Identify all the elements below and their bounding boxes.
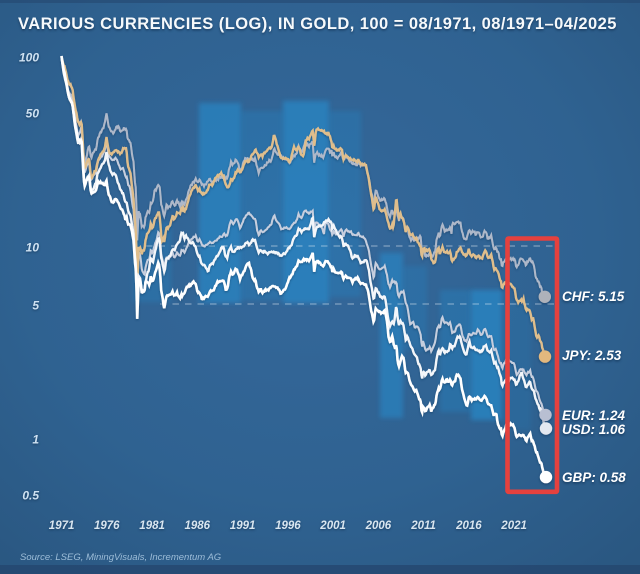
svg-text:EUR: 1.24: EUR: 1.24 [562, 408, 626, 423]
svg-text:1981: 1981 [139, 520, 165, 532]
svg-text:1976: 1976 [94, 520, 120, 532]
svg-text:Source: LSEG, MiningVisuals, I: Source: LSEG, MiningVisuals, Incrementum… [20, 552, 221, 563]
svg-text:0.5: 0.5 [22, 489, 39, 503]
svg-text:1986: 1986 [185, 520, 211, 532]
svg-text:1: 1 [32, 433, 39, 447]
svg-text:100: 100 [19, 51, 39, 65]
svg-text:USD: 1.06: USD: 1.06 [562, 422, 626, 437]
svg-text:GBP: 0.58: GBP: 0.58 [562, 470, 626, 485]
svg-text:50: 50 [26, 107, 40, 121]
svg-text:10: 10 [26, 241, 40, 255]
svg-text:VARIOUS CURRENCIES (LOG), IN G: VARIOUS CURRENCIES (LOG), IN GOLD, 100 =… [18, 15, 617, 33]
svg-text:5: 5 [32, 299, 39, 313]
svg-text:2016: 2016 [455, 520, 482, 532]
svg-text:2021: 2021 [500, 520, 527, 532]
svg-text:2001: 2001 [319, 520, 346, 532]
svg-text:2011: 2011 [410, 520, 436, 532]
svg-text:1996: 1996 [275, 520, 301, 532]
svg-text:2006: 2006 [365, 520, 392, 532]
svg-text:1971: 1971 [49, 520, 75, 532]
svg-text:JPY: 2.53: JPY: 2.53 [562, 348, 622, 363]
svg-text:1991: 1991 [230, 520, 256, 532]
svg-text:CHF: 5.15: CHF: 5.15 [562, 289, 625, 304]
